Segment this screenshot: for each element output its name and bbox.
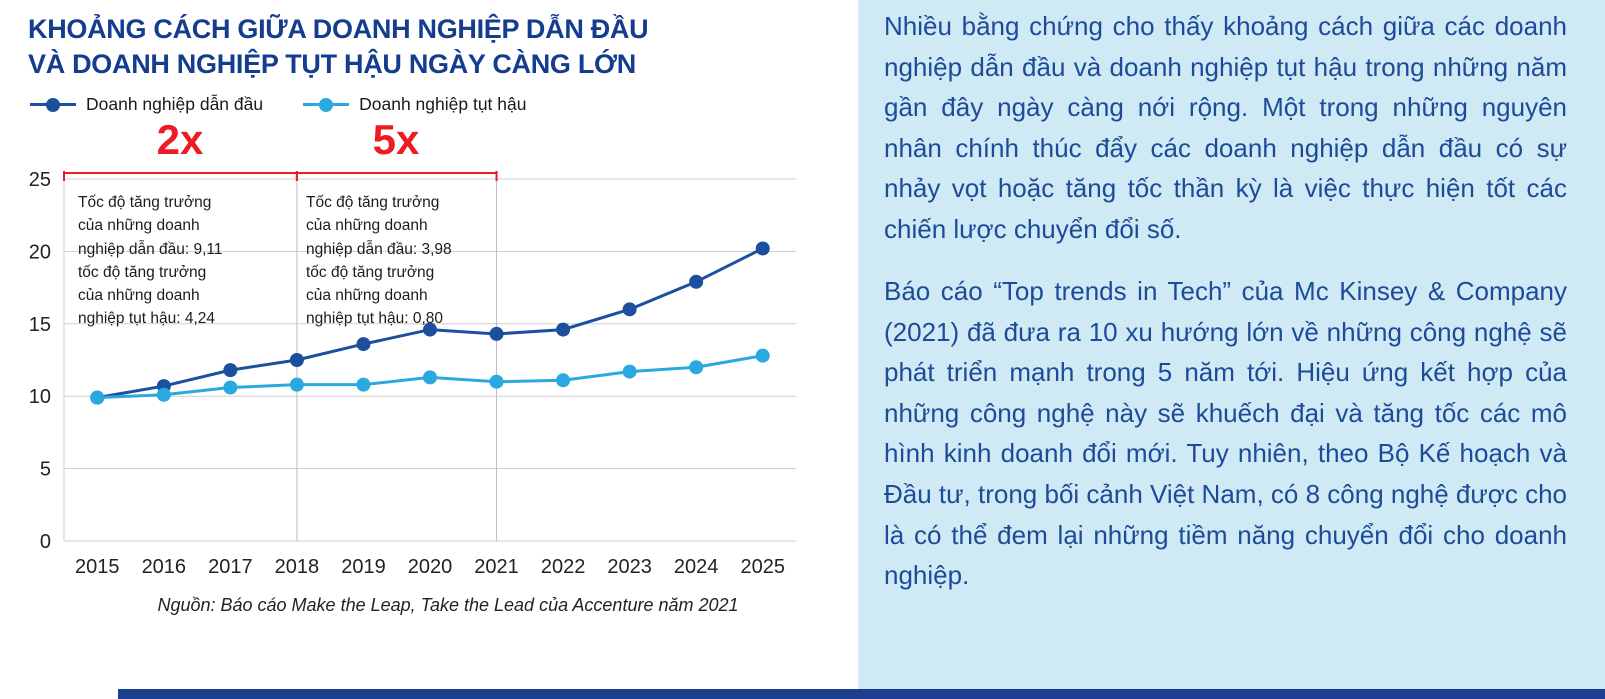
legend-item-leaders: Doanh nghiệp dẫn đầu: [30, 94, 263, 115]
svg-text:10: 10: [29, 386, 51, 408]
chart-area: 0 5 10 15 20 25 2015 2016 2017 2018 2019 2020 2021 20…: [6, 119, 818, 589]
svg-text:2017: 2017: [208, 556, 253, 578]
chart-panel: KHOẢNG CÁCH GIỮA DOANH NGHIỆP DẪN ĐẦU VÀ …: [6, 12, 858, 616]
svg-text:25: 25: [29, 169, 51, 191]
svg-text:2024: 2024: [674, 556, 719, 578]
svg-text:20: 20: [29, 242, 51, 264]
chart-source: Nguồn: Báo cáo Make the Leap, Take the L…: [157, 595, 739, 616]
legend-item-laggards: Doanh nghiệp tụt hậu: [303, 94, 526, 115]
leader-line-dot-icon: [30, 97, 76, 112]
legend-label-leaders: Doanh nghiệp dẫn đầu: [86, 94, 264, 115]
growth-note-period1: Tốc độ tăng trưởng của những doanh nghiệ…: [78, 194, 223, 328]
svg-text:2016: 2016: [142, 556, 187, 578]
article-paragraph-1: Nhiều bằng chứng cho thấy khoảng cách gi…: [884, 11, 1567, 244]
svg-text:2025: 2025: [740, 556, 785, 578]
svg-text:2019: 2019: [341, 556, 386, 578]
svg-text:2022: 2022: [541, 556, 586, 578]
article-panel: Nhiều bằng chứng cho thấy khoảng cách gi…: [858, 0, 1605, 699]
growth-multiplier-2x: 2x: [156, 116, 204, 164]
svg-text:2015: 2015: [75, 556, 120, 578]
article-paragraph-2: Báo cáo “Top trends in Tech” của Mc Kins…: [884, 276, 1567, 591]
chart-title: KHOẢNG CÁCH GIỮA DOANH NGHIỆP DẪN ĐẦU VÀ …: [28, 12, 858, 82]
footer-bar: [118, 689, 1605, 699]
growth-multiplier-5x: 5x: [372, 116, 420, 164]
svg-text:2021: 2021: [474, 556, 519, 578]
svg-text:0: 0: [40, 531, 51, 553]
chart-title-line1: KHOẢNG CÁCH GIỮA DOANH NGHIỆP DẪN ĐẦU: [28, 14, 649, 44]
chart-title-line2: VÀ DOANH NGHIỆP TỤT HẬU NGÀY CÀNG LỚN: [28, 49, 636, 80]
svg-text:2018: 2018: [275, 556, 320, 578]
svg-text:15: 15: [29, 314, 51, 336]
legend-label-laggards: Doanh nghiệp tụt hậu: [359, 94, 527, 115]
svg-text:2020: 2020: [408, 556, 453, 578]
svg-text:5: 5: [40, 459, 51, 481]
chart-legend: Doanh nghiệp dẫn đầu Doanh nghiệp tụt hậ…: [30, 94, 858, 115]
svg-text:2023: 2023: [607, 556, 652, 578]
laggard-line-dot-icon: [303, 97, 350, 112]
growth-note-period2: Tốc độ tăng trưởng của những doanh nghiệ…: [306, 194, 452, 328]
